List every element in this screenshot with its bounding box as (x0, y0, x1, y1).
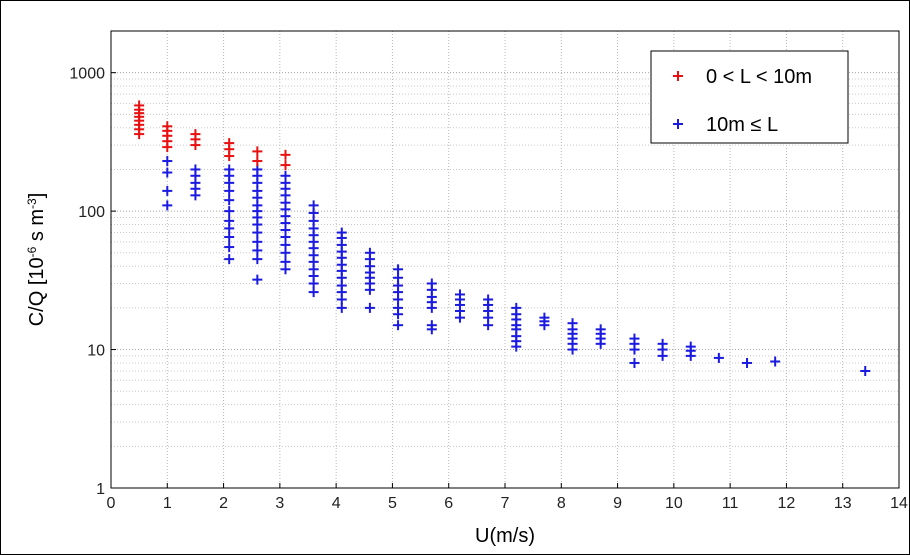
y-axis-label: C/Q [10-6 s m-3] (25, 193, 48, 327)
x-tick-label: 10 (665, 495, 683, 512)
data-point (308, 287, 319, 298)
y-axis-label-superscript: -6 (25, 246, 39, 257)
y-axis-label-part: s m (26, 209, 48, 247)
data-point (252, 245, 263, 256)
y-tick-label: 10 (87, 343, 105, 360)
data-point (770, 356, 781, 367)
x-tick-label: 8 (557, 495, 566, 512)
legend-marker (673, 71, 683, 81)
data-point (190, 164, 201, 175)
legend-label: 10m ≤ L (706, 114, 778, 136)
x-tick-label: 11 (722, 495, 739, 512)
data-point (336, 227, 347, 238)
data-point (657, 338, 668, 349)
x-tick-label: 6 (444, 495, 453, 512)
data-point (511, 302, 522, 313)
data-point (539, 312, 550, 323)
data-point (280, 256, 291, 267)
data-point (162, 185, 173, 196)
x-tick-label: 13 (834, 495, 852, 512)
legend-label: 0 < L < 10m (706, 66, 812, 88)
data-point (364, 247, 375, 258)
data-point (224, 164, 235, 175)
x-tick-label: 4 (332, 495, 341, 512)
data-point (252, 274, 263, 285)
data-point (393, 264, 404, 275)
data-point (252, 254, 263, 265)
data-point (742, 357, 753, 368)
y-axis-label-part: C/Q [10 (26, 257, 48, 326)
data-point (252, 156, 263, 167)
data-point (280, 149, 291, 160)
x-tick-label: 14 (890, 495, 908, 512)
data-point (224, 242, 235, 253)
x-tick-label: 5 (388, 495, 397, 512)
x-tick-label: 12 (778, 495, 796, 512)
data-point (713, 352, 724, 363)
data-point (162, 156, 173, 167)
data-point (595, 324, 606, 335)
data-points (134, 100, 871, 377)
data-point (162, 200, 173, 211)
x-tick-label: 2 (219, 495, 228, 512)
data-point (629, 357, 640, 368)
y-tick-label: 1 (96, 481, 105, 498)
data-point (685, 341, 696, 352)
data-point (224, 232, 235, 243)
data-point (162, 121, 173, 132)
data-point (483, 294, 494, 305)
data-point (426, 320, 437, 331)
data-point (308, 200, 319, 211)
data-point (426, 278, 437, 289)
data-point (224, 195, 235, 206)
y-axis-label-part: ] (26, 193, 48, 199)
legend: 0 < L < 10m 10m ≤ L (650, 50, 849, 144)
data-point (280, 160, 291, 171)
data-point (252, 146, 263, 157)
data-point (224, 215, 235, 226)
data-point (224, 138, 235, 149)
data-point (252, 164, 263, 175)
legend-box (650, 50, 849, 144)
data-point (224, 206, 235, 217)
x-tick-label: 3 (275, 495, 284, 512)
data-point (364, 302, 375, 313)
data-point (860, 366, 871, 377)
data-point (454, 289, 465, 300)
data-point (162, 167, 173, 178)
y-tick-label: 100 (78, 204, 105, 221)
data-point (629, 333, 640, 344)
data-point (393, 302, 404, 313)
data-point (336, 302, 347, 313)
x-tick-label: 1 (163, 495, 172, 512)
data-point (393, 320, 404, 331)
data-point (252, 236, 263, 247)
legend-marker (673, 119, 683, 129)
y-tick-label: 1000 (69, 66, 105, 83)
data-point (567, 318, 578, 329)
data-point (280, 170, 291, 181)
data-point (393, 272, 404, 283)
x-axis-label: U(m/s) (475, 525, 535, 547)
x-tick-label: 7 (501, 495, 510, 512)
data-point (190, 129, 201, 140)
x-tick-label: 9 (613, 495, 622, 512)
y-axis-label-superscript: -3 (25, 198, 39, 209)
x-tick-label: 0 (107, 495, 116, 512)
data-point (134, 100, 145, 111)
data-point (224, 254, 235, 265)
